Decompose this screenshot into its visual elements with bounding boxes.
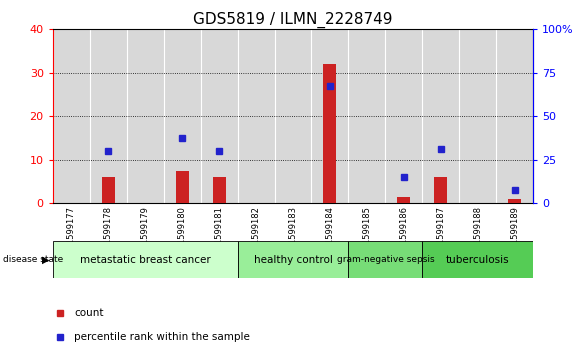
- Text: disease state: disease state: [3, 255, 63, 264]
- Text: ▶: ▶: [42, 254, 50, 265]
- Bar: [386, 29, 423, 203]
- Bar: [423, 241, 533, 278]
- Bar: [349, 29, 386, 203]
- Bar: [53, 241, 237, 278]
- Bar: [323, 64, 336, 203]
- Text: percentile rank within the sample: percentile rank within the sample: [74, 332, 250, 342]
- Bar: [237, 241, 349, 278]
- Bar: [496, 29, 533, 203]
- Bar: [312, 29, 349, 203]
- Text: count: count: [74, 308, 104, 318]
- Bar: [53, 29, 90, 203]
- Text: gram-negative sepsis: gram-negative sepsis: [336, 255, 434, 264]
- Bar: [397, 197, 410, 203]
- Bar: [200, 29, 237, 203]
- Bar: [213, 177, 226, 203]
- Bar: [102, 177, 115, 203]
- Bar: [508, 199, 522, 203]
- Bar: [176, 171, 189, 203]
- Bar: [423, 29, 459, 203]
- Bar: [434, 177, 447, 203]
- Bar: [127, 29, 163, 203]
- Text: healthy control: healthy control: [254, 254, 332, 265]
- Bar: [274, 29, 312, 203]
- Title: GDS5819 / ILMN_2228749: GDS5819 / ILMN_2228749: [193, 12, 393, 28]
- Bar: [459, 29, 496, 203]
- Bar: [90, 29, 127, 203]
- Bar: [163, 29, 200, 203]
- Bar: [237, 29, 274, 203]
- Text: metastatic breast cancer: metastatic breast cancer: [80, 254, 210, 265]
- Text: tuberculosis: tuberculosis: [446, 254, 510, 265]
- Bar: [349, 241, 423, 278]
